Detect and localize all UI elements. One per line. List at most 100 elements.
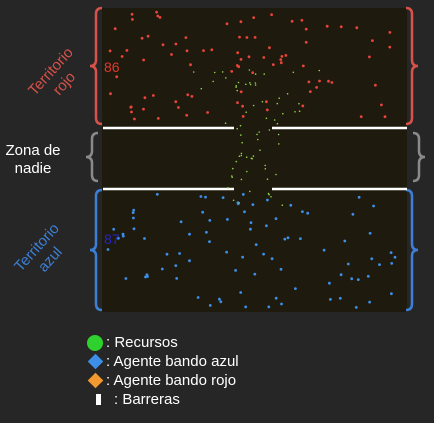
red-agent [279, 58, 283, 61]
blue-agent [370, 257, 374, 261]
resource [231, 175, 233, 177]
blue-agent-count: 87 [104, 231, 120, 247]
resource [236, 127, 238, 130]
red-agent [202, 49, 205, 52]
resource [261, 100, 264, 103]
red-agent [225, 22, 229, 26]
resource [224, 122, 227, 124]
red-agent [109, 92, 112, 96]
red-agent [189, 63, 192, 67]
resource [240, 178, 243, 181]
red-agent [315, 86, 318, 89]
red-agent [131, 18, 134, 21]
blue-agent [249, 221, 253, 225]
resource [249, 82, 251, 84]
resource [278, 97, 281, 99]
resource [252, 155, 255, 157]
blue-agent [286, 236, 290, 240]
red-agent [301, 104, 305, 108]
red-agent [241, 115, 245, 118]
blue-agent [338, 296, 342, 300]
blue-agent [218, 297, 221, 301]
blue-agent [393, 255, 397, 259]
resource [264, 164, 267, 167]
red-agent [115, 75, 119, 79]
red-agent [368, 55, 371, 59]
blue-agent [179, 220, 183, 224]
agents-and-resources [106, 10, 397, 309]
blue-agent [243, 210, 246, 214]
resource [266, 178, 269, 180]
red-agent [190, 95, 194, 98]
resource [239, 124, 242, 127]
blue-agent [188, 259, 191, 263]
red-agent [383, 115, 387, 119]
red-agent [241, 104, 245, 108]
resource [240, 154, 243, 157]
red-agent [235, 64, 239, 67]
resource [298, 102, 300, 105]
red-agent [239, 20, 243, 24]
red-agent [133, 117, 136, 121]
red-agent [238, 35, 241, 39]
resource [276, 122, 279, 125]
resource [238, 155, 241, 157]
blue-agent [390, 292, 393, 296]
red-agent [156, 117, 160, 120]
blue-agent [239, 291, 243, 294]
red-agent [325, 24, 329, 28]
blue-agent [249, 227, 252, 231]
resource [245, 83, 247, 86]
blue-agent [262, 252, 265, 256]
zone-brackets [85, 6, 426, 312]
resource [318, 69, 321, 72]
red-agent [330, 81, 334, 84]
no-mans-land-label-line1: Zona de [5, 142, 61, 159]
blue-agent [165, 252, 169, 256]
blue-agent [351, 212, 355, 216]
resource [249, 83, 252, 86]
red-agent [290, 19, 294, 23]
red-agent [129, 105, 133, 109]
legend: : Recursos : Agente bando azul : Agente … [86, 333, 239, 409]
simulation-canvas [102, 8, 407, 312]
resource [252, 104, 255, 107]
red-agent [301, 64, 305, 68]
resource [254, 73, 257, 75]
blue-agent [368, 300, 371, 304]
blue-agent [124, 277, 128, 280]
resource [213, 71, 216, 74]
blue-diamond-icon [86, 353, 104, 371]
red-agent [130, 110, 133, 114]
blue-agent [174, 264, 178, 267]
red-agent [186, 93, 190, 97]
red-agent [140, 36, 144, 40]
resource [225, 77, 227, 79]
resource [258, 131, 261, 133]
blue-agent [294, 287, 297, 290]
red-agent-count: 86 [104, 59, 120, 75]
legend-item-barriers: : Barreras [86, 390, 239, 409]
red-zone-bracket-left [89, 6, 103, 126]
blue-agent [274, 296, 278, 300]
blue-agent [121, 232, 125, 236]
red-agent [151, 94, 155, 97]
resource [235, 85, 237, 87]
blue-agent [354, 306, 358, 309]
red-agent [247, 55, 251, 59]
resource [192, 71, 195, 73]
resource [200, 87, 203, 90]
resource [248, 69, 251, 71]
resource [259, 149, 261, 151]
resource [298, 110, 301, 112]
blue-agent [339, 273, 343, 277]
blue-agent [219, 300, 223, 304]
blue-agent [283, 237, 287, 241]
red-agent [265, 108, 269, 112]
red-agent [158, 16, 162, 19]
red-agent [113, 27, 117, 31]
resource [246, 170, 248, 173]
neutral-zone-bracket-left [85, 131, 99, 183]
resource [227, 186, 229, 189]
red-agent [371, 39, 374, 42]
